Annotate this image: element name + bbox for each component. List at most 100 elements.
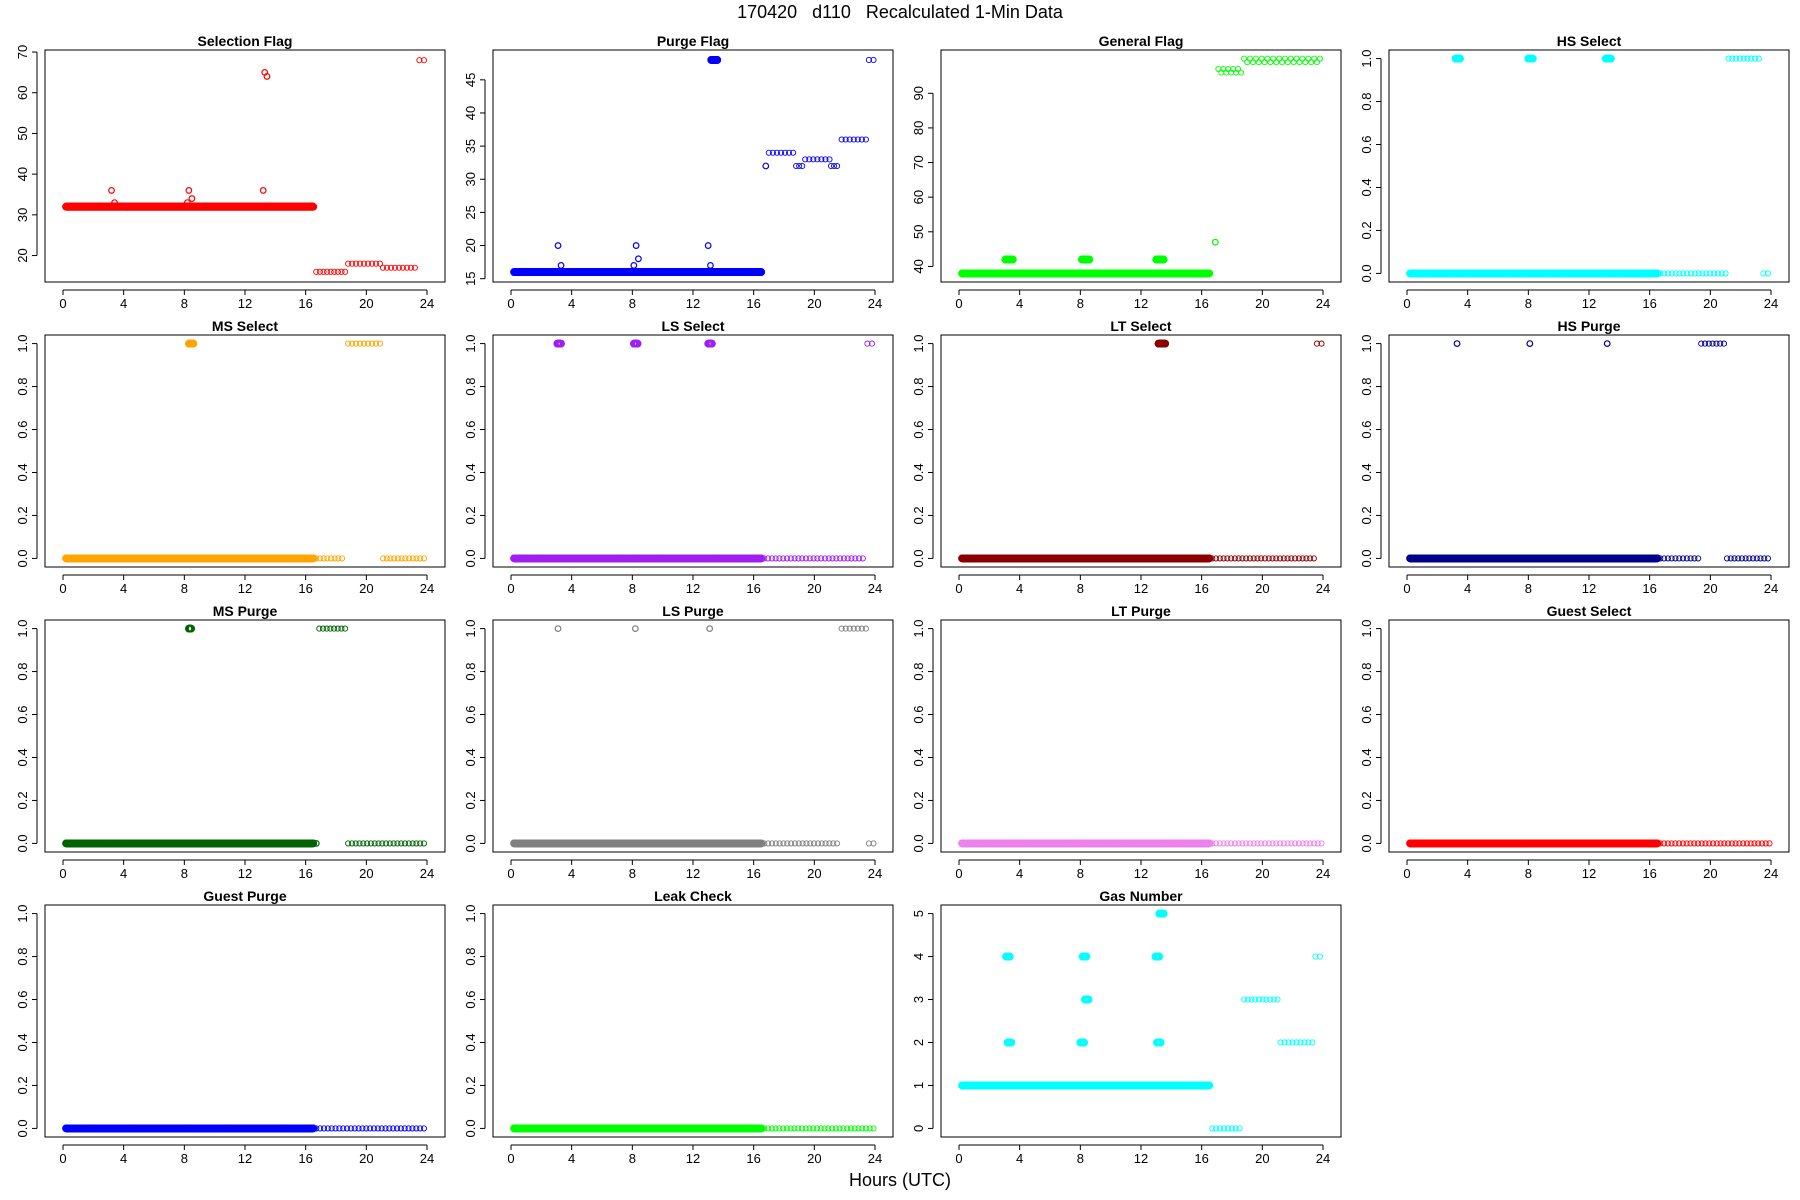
data-point [1729, 55, 1736, 62]
data-point [1710, 270, 1718, 277]
data-point [827, 162, 835, 170]
data-point [313, 268, 320, 275]
data-point [814, 156, 821, 163]
data-point [1238, 69, 1245, 76]
data-point [834, 162, 841, 170]
panel-title: HS Select [1557, 33, 1622, 49]
data-point [1276, 55, 1283, 62]
x-tick-label: 16 [298, 296, 312, 311]
x-tick-label: 20 [1255, 296, 1269, 311]
y-tick-label: 80 [911, 121, 926, 135]
data-point [331, 268, 338, 275]
y-tick-label: 30 [463, 172, 478, 186]
data-point [1760, 270, 1767, 277]
x-tick-label: 20 [1703, 296, 1717, 311]
data-point [1264, 55, 1271, 62]
data-point [1699, 270, 1706, 277]
x-tick-label: 20 [359, 296, 373, 311]
data-point [345, 260, 352, 267]
data-point [826, 156, 833, 163]
data-point [1764, 270, 1772, 277]
data-point [854, 136, 861, 143]
data-point [1246, 55, 1254, 62]
data-point [376, 260, 384, 267]
x-tick-label: 0 [1403, 296, 1410, 311]
panel-title: Purge Flag [657, 33, 729, 49]
data-point [1755, 55, 1762, 62]
data-point [704, 242, 712, 249]
data-point [1733, 55, 1740, 62]
x-tick-label: 12 [238, 296, 252, 311]
data-point [411, 264, 418, 271]
data-point [1528, 54, 1537, 63]
data-point [1664, 270, 1672, 277]
data-point [635, 255, 642, 263]
data-point [806, 156, 813, 163]
y-tick-label: 60 [15, 86, 30, 100]
data-point [416, 57, 423, 64]
data-point [1740, 55, 1747, 62]
x-tick-label: 24 [1316, 296, 1330, 311]
data-point [630, 262, 638, 269]
data-point [777, 149, 785, 156]
data-point [762, 162, 770, 170]
figure-title: 170420 d110 Recalculated 1-Min Data [737, 2, 1063, 22]
data-point [1676, 270, 1683, 277]
data-point [1714, 270, 1721, 277]
data-point [1215, 65, 1222, 73]
y-tick-label: 30 [15, 208, 30, 222]
y-tick-label: 70 [15, 45, 30, 59]
data-point [361, 260, 368, 267]
plot-frame [492, 49, 894, 283]
data-point [334, 268, 341, 275]
data-point [379, 264, 387, 271]
data-point [1293, 55, 1300, 62]
data-points [958, 55, 1324, 278]
data-point [838, 136, 845, 143]
data-point [1661, 270, 1668, 277]
data-point [1695, 270, 1702, 277]
data-point [1684, 270, 1691, 277]
data-point [842, 136, 849, 143]
data-point [420, 57, 428, 64]
data-point [399, 264, 406, 271]
data-point [1308, 59, 1315, 66]
data-point [1736, 55, 1743, 62]
data-point [790, 149, 797, 156]
y-tick-label: 20 [463, 238, 478, 252]
data-point [818, 156, 825, 163]
y-tick-label: 70 [911, 155, 926, 169]
data-point [1672, 270, 1679, 277]
data-point [1748, 55, 1755, 62]
data-point [407, 264, 414, 271]
data-point [1261, 59, 1268, 66]
y-tick-label: 60 [911, 190, 926, 204]
x-tick-label: 24 [868, 296, 882, 311]
data-point [1205, 269, 1214, 278]
data-point [387, 264, 395, 271]
x-tick-label: 4 [1016, 296, 1023, 311]
data-point [368, 260, 376, 267]
data-point [338, 268, 345, 275]
data-point [773, 149, 780, 156]
data-point [781, 149, 789, 156]
plot-frame [44, 49, 446, 283]
data-point [810, 156, 817, 163]
data-point [364, 260, 372, 267]
data-point [1296, 59, 1303, 66]
data-point [108, 187, 115, 194]
data-point [349, 260, 356, 267]
data-point [799, 162, 806, 170]
y-tick-label: 50 [15, 126, 30, 140]
x-tick-label: 12 [686, 296, 700, 311]
data-point [316, 268, 323, 275]
data-point [831, 162, 838, 170]
data-point [1707, 270, 1714, 277]
y-tick-label: 90 [911, 86, 926, 100]
data-point [1311, 55, 1318, 62]
data-point [183, 199, 191, 207]
